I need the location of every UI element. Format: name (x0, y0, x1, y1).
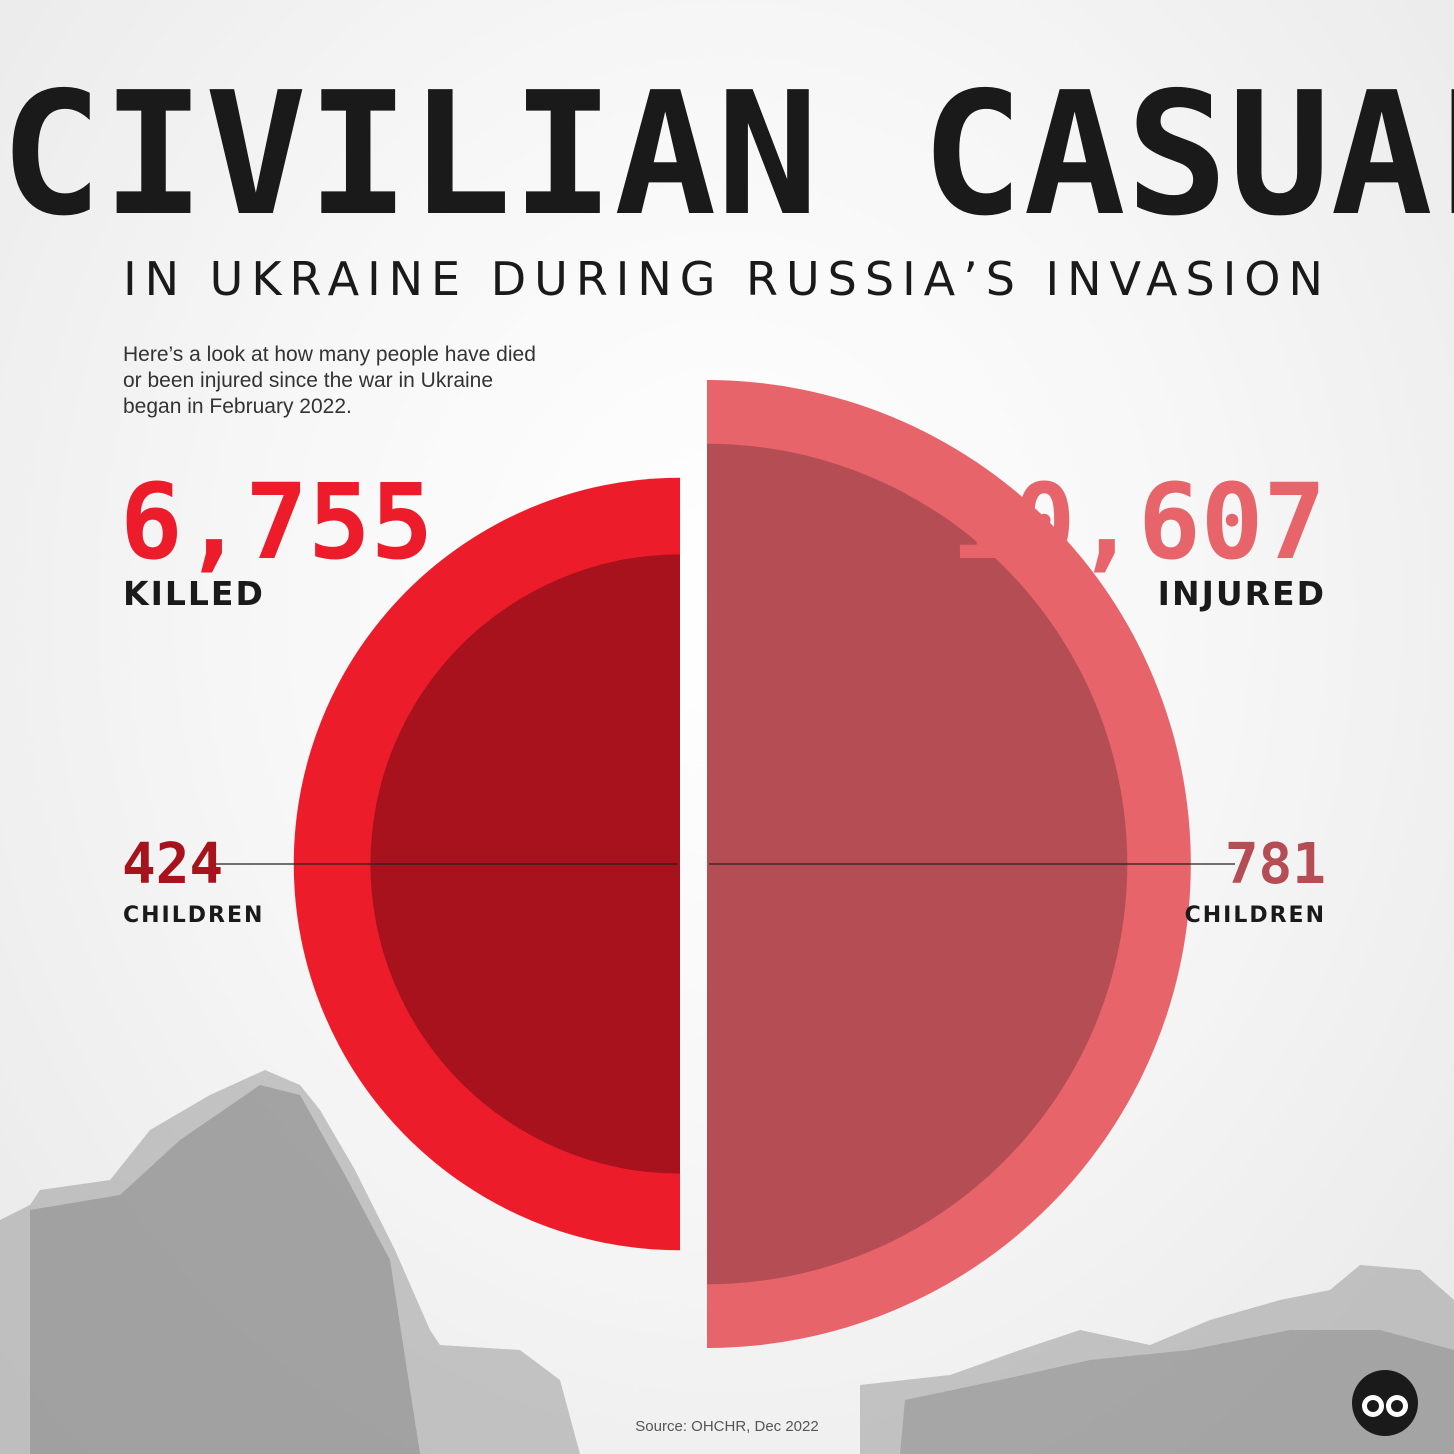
page-subtitle: IN UKRAINE DURING RUSSIA’S INVASION (123, 252, 1331, 306)
killed-label: KILLED (123, 574, 265, 613)
source-note: Source: OHCHR, Dec 2022 (635, 1418, 819, 1435)
binoculars-logo-icon (1352, 1370, 1418, 1436)
injured-label: INJURED (1157, 574, 1326, 613)
injured-value: 10,607 (950, 461, 1326, 583)
killed-children-value: 424 (122, 832, 224, 897)
killed-children-label: CHILDREN (123, 903, 265, 928)
intro-text: Here’s a look at how many people have di… (123, 343, 536, 418)
injured-children-label: CHILDREN (1184, 903, 1326, 928)
killed-value: 6,755 (120, 461, 434, 583)
page-title: CIVILIAN CASUALTIES (0, 56, 1454, 254)
rubble-illustration (0, 1070, 1454, 1454)
injured-children-value: 781 (1224, 832, 1326, 897)
